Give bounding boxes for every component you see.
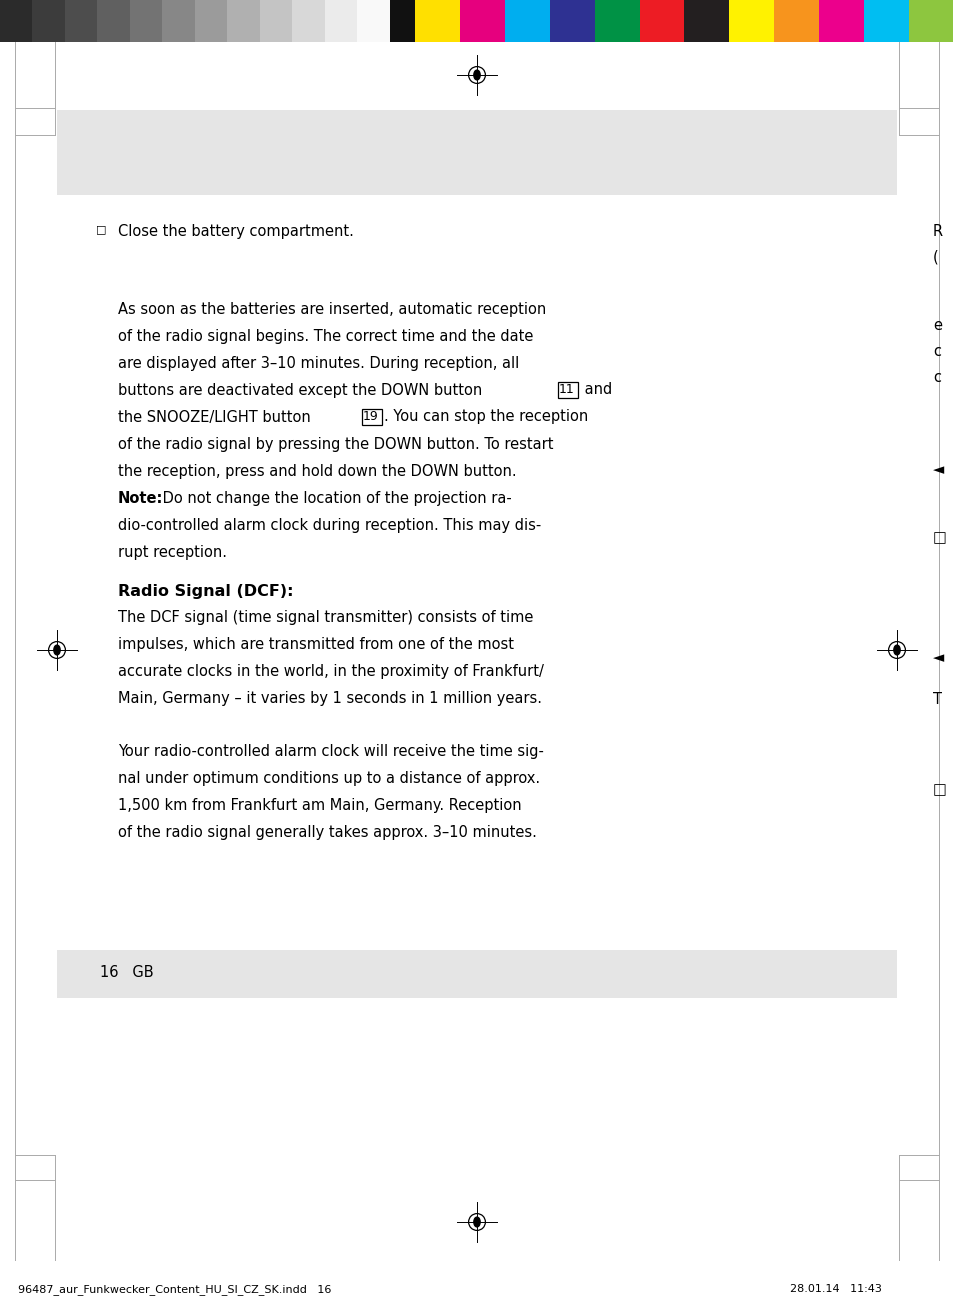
Text: dio-controlled alarm clock during reception. This may dis-: dio-controlled alarm clock during recept… xyxy=(118,518,540,533)
Text: of the radio signal generally takes approx. 3–10 minutes.: of the radio signal generally takes appr… xyxy=(118,826,537,840)
Bar xyxy=(361,409,381,424)
Bar xyxy=(260,0,293,42)
Bar xyxy=(415,0,459,42)
Text: 11: 11 xyxy=(558,383,574,396)
Text: □: □ xyxy=(96,225,107,234)
Text: e: e xyxy=(932,318,941,334)
Bar xyxy=(774,0,819,42)
Ellipse shape xyxy=(474,70,479,80)
Bar xyxy=(504,0,549,42)
Bar xyxy=(639,0,684,42)
Text: Close the battery compartment.: Close the battery compartment. xyxy=(118,225,354,239)
Text: of the radio signal by pressing the DOWN button. To restart: of the radio signal by pressing the DOWN… xyxy=(118,437,553,452)
Bar xyxy=(558,382,578,398)
Bar xyxy=(32,0,65,42)
Text: buttons are deactivated except the DOWN button: buttons are deactivated except the DOWN … xyxy=(118,383,482,398)
Bar xyxy=(908,0,953,42)
Text: and: and xyxy=(579,382,612,397)
Bar xyxy=(57,950,896,998)
Text: nal under optimum conditions up to a distance of approx.: nal under optimum conditions up to a dis… xyxy=(118,771,539,787)
Text: Note:: Note: xyxy=(118,491,163,506)
Bar xyxy=(390,0,415,42)
Bar xyxy=(130,0,162,42)
Bar xyxy=(819,0,863,42)
Bar xyxy=(459,0,504,42)
Text: □: □ xyxy=(932,530,946,545)
Text: The DCF signal (time signal transmitter) consists of time: The DCF signal (time signal transmitter)… xyxy=(118,610,533,626)
Text: accurate clocks in the world, in the proximity of Frankfurt/: accurate clocks in the world, in the pro… xyxy=(118,665,543,679)
Text: 1,500 km from Frankfurt am Main, Germany. Reception: 1,500 km from Frankfurt am Main, Germany… xyxy=(118,798,521,813)
Text: the SNOOZE/LIGHT button: the SNOOZE/LIGHT button xyxy=(118,410,311,424)
Ellipse shape xyxy=(893,645,900,655)
Text: 96487_aur_Funkwecker_Content_HU_SI_CZ_SK.indd   16: 96487_aur_Funkwecker_Content_HU_SI_CZ_SK… xyxy=(18,1284,331,1295)
Text: are displayed after 3–10 minutes. During reception, all: are displayed after 3–10 minutes. During… xyxy=(118,356,518,371)
Text: (: ( xyxy=(932,251,938,265)
Bar xyxy=(684,0,729,42)
Bar xyxy=(194,0,227,42)
Bar xyxy=(227,0,260,42)
Text: Your radio-controlled alarm clock will receive the time sig-: Your radio-controlled alarm clock will r… xyxy=(118,744,543,759)
Text: rupt reception.: rupt reception. xyxy=(118,545,227,559)
Bar xyxy=(293,0,325,42)
Text: □: □ xyxy=(932,781,946,797)
Bar xyxy=(65,0,97,42)
Ellipse shape xyxy=(474,1218,479,1227)
Bar xyxy=(729,0,774,42)
Text: As soon as the batteries are inserted, automatic reception: As soon as the batteries are inserted, a… xyxy=(118,302,546,317)
Text: . You can stop the reception: . You can stop the reception xyxy=(384,409,588,424)
Text: 19: 19 xyxy=(363,410,378,423)
Text: Main, Germany – it varies by 1 seconds in 1 million years.: Main, Germany – it varies by 1 seconds i… xyxy=(118,691,541,706)
Text: T: T xyxy=(932,692,941,707)
Text: 16   GB: 16 GB xyxy=(100,964,153,980)
Bar xyxy=(0,0,32,42)
Text: impulses, which are transmitted from one of the most: impulses, which are transmitted from one… xyxy=(118,637,514,652)
Text: 28.01.14   11:43: 28.01.14 11:43 xyxy=(789,1284,881,1294)
Text: c: c xyxy=(932,344,940,360)
Bar xyxy=(325,0,357,42)
Text: ◄: ◄ xyxy=(932,650,943,665)
Ellipse shape xyxy=(53,645,60,655)
Bar xyxy=(97,0,130,42)
Bar xyxy=(357,0,390,42)
Bar xyxy=(863,0,908,42)
Text: of the radio signal begins. The correct time and the date: of the radio signal begins. The correct … xyxy=(118,328,533,344)
Text: c: c xyxy=(932,370,940,386)
Text: R: R xyxy=(932,225,943,239)
Bar xyxy=(594,0,639,42)
Bar xyxy=(549,0,594,42)
Text: Do not change the location of the projection ra-: Do not change the location of the projec… xyxy=(158,491,511,506)
Text: ◄: ◄ xyxy=(932,462,943,476)
Bar xyxy=(57,110,896,195)
Text: Radio Signal (DCF):: Radio Signal (DCF): xyxy=(118,584,294,598)
Bar xyxy=(162,0,194,42)
Text: the reception, press and hold down the DOWN button.: the reception, press and hold down the D… xyxy=(118,463,517,479)
